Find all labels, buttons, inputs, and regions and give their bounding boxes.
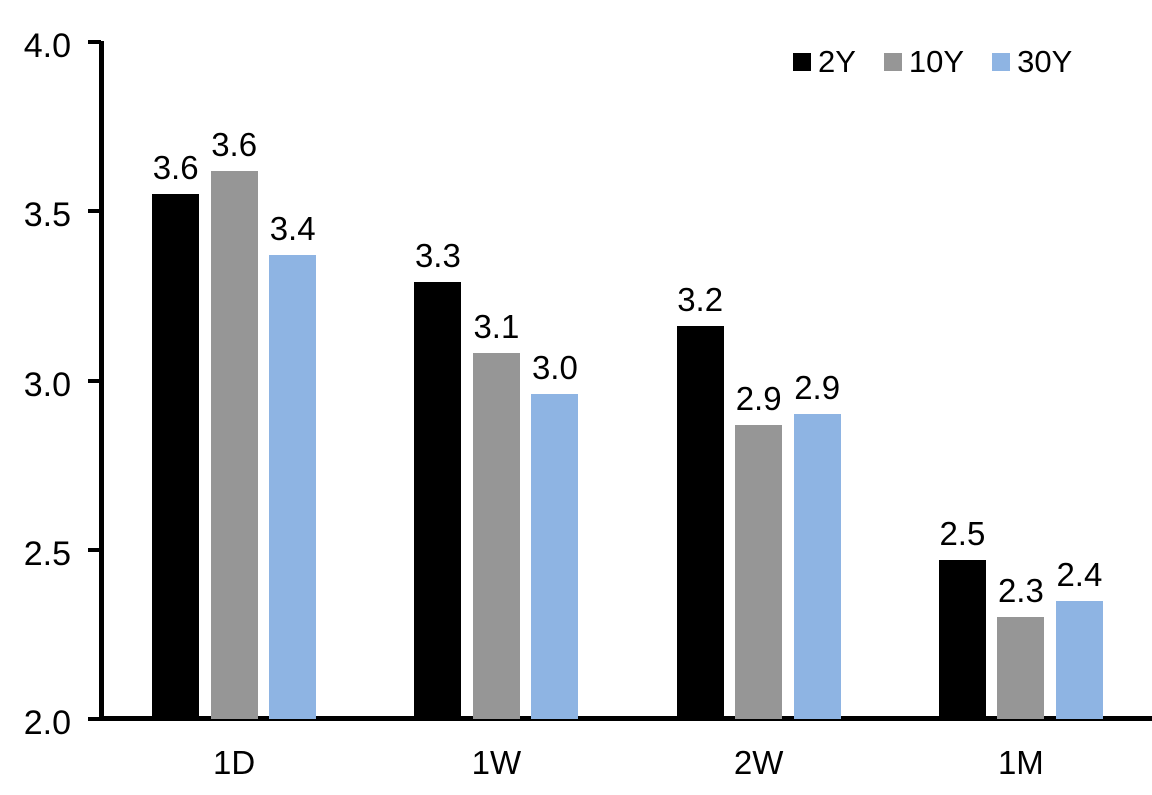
data-label-10Y-2W: 2.9 bbox=[735, 379, 782, 417]
bar-2Y-1D bbox=[152, 194, 200, 719]
bar-30Y-1M bbox=[1055, 600, 1103, 719]
data-label-2Y-1D: 3.6 bbox=[152, 149, 199, 187]
data-label-10Y-1M: 2.3 bbox=[997, 572, 1044, 610]
bar-30Y-1D bbox=[269, 255, 317, 719]
data-label-30Y-2W: 2.9 bbox=[794, 369, 841, 407]
y-axis-tick-label: 3.5 bbox=[23, 196, 71, 235]
bar-10Y-2W bbox=[735, 424, 783, 719]
data-label-10Y-1D: 3.6 bbox=[211, 125, 258, 163]
legend-swatch-icon bbox=[992, 52, 1011, 71]
legend-label: 2Y bbox=[818, 44, 856, 79]
y-axis-tick bbox=[88, 40, 101, 44]
x-axis-label-1M: 1M bbox=[997, 744, 1044, 781]
legend-item-10Y: 10Y bbox=[883, 44, 965, 79]
y-axis-tick-label: 3.0 bbox=[23, 365, 71, 404]
data-label-2Y-1M: 2.5 bbox=[939, 514, 986, 552]
bar-30Y-2W bbox=[793, 414, 841, 719]
legend-swatch-icon bbox=[883, 52, 902, 71]
y-axis-tick-label: 2.0 bbox=[23, 704, 71, 742]
bar-2Y-1W bbox=[414, 282, 462, 719]
data-label-10Y-1W: 3.1 bbox=[473, 308, 520, 346]
y-axis-tick-label: 2.5 bbox=[23, 534, 71, 573]
y-axis-tick bbox=[88, 209, 101, 214]
y-axis-tick bbox=[88, 547, 101, 552]
bar-30Y-1W bbox=[531, 394, 579, 719]
bar-2Y-2W bbox=[676, 326, 724, 719]
bar-10Y-1M bbox=[997, 617, 1045, 719]
data-label-30Y-1D: 3.4 bbox=[269, 210, 316, 248]
bar-10Y-1W bbox=[472, 353, 520, 719]
legend-label: 30Y bbox=[1017, 44, 1073, 79]
bar-2Y-1M bbox=[938, 559, 986, 719]
y-axis-tick bbox=[88, 378, 101, 383]
x-axis-label-2W: 2W bbox=[733, 744, 784, 781]
data-label-2Y-1W: 3.3 bbox=[414, 237, 461, 275]
legend: 2Y 10Y 30Y bbox=[793, 46, 1072, 77]
legend-label: 10Y bbox=[908, 44, 965, 79]
data-label-2Y-2W: 3.2 bbox=[677, 281, 724, 319]
legend-item-30Y: 30Y bbox=[992, 46, 1072, 77]
data-label-30Y-1W: 3.0 bbox=[531, 349, 578, 387]
x-axis-label-1W: 1W bbox=[471, 744, 522, 781]
x-axis-label-1D: 1D bbox=[213, 744, 256, 781]
y-axis-tick-label: 4.0 bbox=[23, 27, 71, 65]
legend-swatch-icon bbox=[793, 52, 811, 71]
y-axis-line bbox=[99, 41, 104, 721]
y-axis-tick bbox=[88, 717, 101, 721]
data-label-30Y-1M: 2.4 bbox=[1056, 555, 1103, 593]
bar-10Y-1D bbox=[210, 170, 258, 719]
legend-item-2Y: 2Y bbox=[793, 46, 856, 77]
x-axis-line bbox=[99, 716, 1152, 721]
